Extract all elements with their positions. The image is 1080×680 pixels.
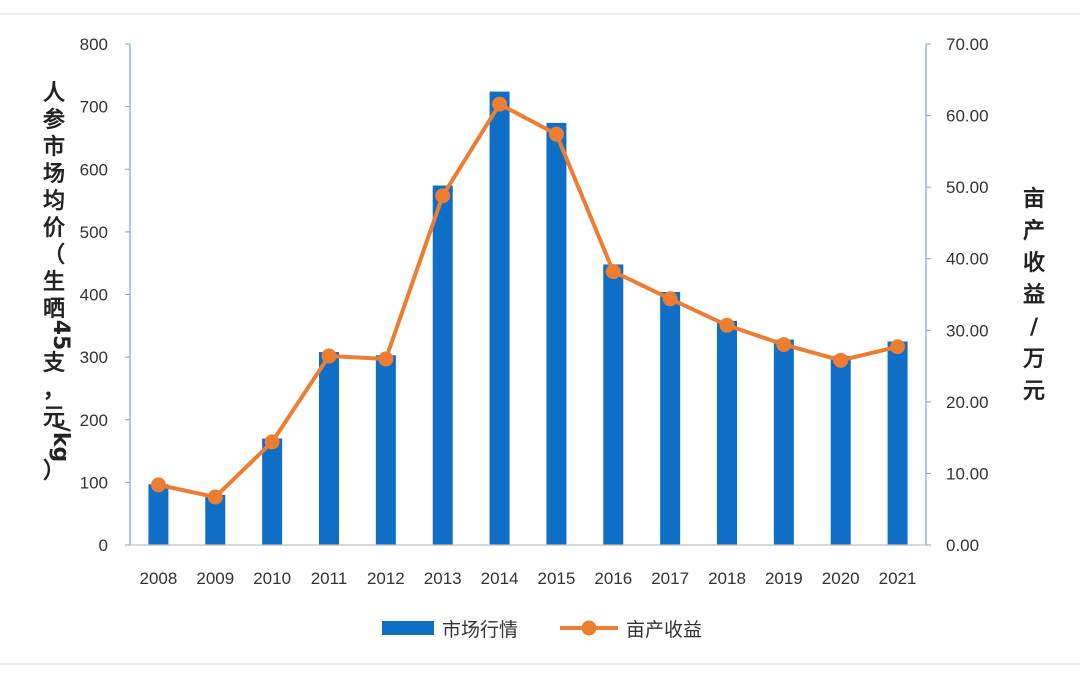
right-axis-title-char: 万: [1022, 347, 1045, 372]
x-tick-label-2014: 2014: [481, 569, 519, 588]
x-tick-label-2013: 2013: [424, 569, 462, 588]
x-tick-label-2015: 2015: [538, 569, 576, 588]
left-axis-title-char: 晒: [43, 297, 65, 322]
line-point-2012: [378, 351, 394, 367]
bar-2013: [432, 185, 453, 545]
left-axis-title-char: 价: [43, 216, 66, 241]
right-axis-title-char: 益: [1023, 282, 1045, 308]
left-axis-title-char: ）: [43, 459, 65, 484]
right-axis-title-char: 亩: [1023, 186, 1045, 212]
bar-2018: [717, 320, 737, 545]
line-point-2018: [719, 317, 735, 333]
bar-2016: [603, 264, 624, 545]
bar-2017: [660, 291, 681, 545]
left-axis-title-char: 45: [48, 320, 73, 351]
left-axis-title-char: （: [43, 243, 65, 268]
bar-2021: [887, 341, 908, 545]
bar-2009: [205, 494, 226, 545]
left-tick-label: 0: [99, 536, 108, 555]
line-point-2013: [435, 188, 451, 204]
bar-2008: [148, 484, 169, 545]
line-path: [156, 102, 900, 500]
right-tick-label: 70.00: [946, 35, 989, 54]
legend-bar-swatch: [382, 621, 434, 635]
line-point-2014: [492, 96, 508, 112]
left-tick-label: 200: [80, 411, 108, 430]
bar-2019: [773, 339, 794, 545]
right-axis-title-char: 元: [1023, 379, 1045, 404]
x-tick-label-2010: 2010: [253, 569, 291, 588]
bar-2015: [546, 122, 567, 545]
x-tick-label-2017: 2017: [651, 569, 689, 588]
left-tick-label: 400: [80, 286, 108, 305]
left-axis-title-char: 生: [43, 270, 65, 295]
bar-2011: [319, 352, 339, 545]
line-point-2011: [321, 348, 337, 364]
left-y-axis-ticks: 0 100 200 300 400 500 600 700 800: [80, 35, 130, 555]
x-axis-labels: 2008 2009 2010 2011 2012 2013 2014 2015 2016 2017…: [140, 569, 917, 588]
left-axis-title-char: ，: [43, 378, 65, 403]
left-axis-title-char: 市: [43, 134, 65, 160]
left-axis-title-char: 参: [43, 107, 65, 133]
left-tick-label: 100: [80, 473, 108, 492]
legend-line-marker: [581, 620, 597, 636]
right-y-axis-ticks: 0.00 10.00 20.00 30.00 40.00 50.00 60.00 70.00: [926, 35, 989, 555]
x-tick-label-2018: 2018: [708, 569, 746, 588]
left-axis-title-char: 支: [43, 351, 66, 376]
right-tick-label: 30.00: [946, 321, 989, 340]
right-tick-label: 0.00: [946, 536, 979, 555]
right-tick-label: 10.00: [946, 464, 989, 483]
legend: 市场行情 亩产收益: [382, 619, 702, 641]
x-tick-label-2009: 2009: [196, 569, 234, 588]
legend-bar-label: 市场行情: [442, 619, 518, 641]
right-tick-label: 40.00: [946, 250, 989, 269]
left-tick-label: 500: [80, 223, 108, 242]
right-axis-title-char: /: [1030, 315, 1039, 340]
left-axis-title-char: 场: [43, 162, 65, 187]
left-axis-title-char: 人: [43, 81, 65, 106]
left-tick-label: 600: [80, 160, 108, 179]
right-tick-label: 20.00: [946, 393, 989, 412]
bar-2014: [489, 91, 510, 545]
left-tick-label: 800: [80, 35, 108, 54]
left-tick-label: 700: [80, 98, 108, 117]
line-point-2010: [264, 434, 280, 450]
right-axis-title-char: 产: [1023, 219, 1045, 244]
line-point-2020: [833, 352, 849, 368]
x-tick-label-2011: 2011: [311, 569, 348, 588]
axes: [129, 44, 927, 546]
right-axis-title-char: 收: [1023, 250, 1045, 276]
x-tick-label-2021: 2021: [879, 569, 917, 588]
bar-2010: [262, 438, 283, 545]
x-tick-label-2012: 2012: [367, 569, 405, 588]
right-tick-label: 50.00: [946, 178, 989, 197]
right-axis-title: 亩产收益 / 万元: [1022, 186, 1045, 404]
x-tick-label-2016: 2016: [594, 569, 632, 588]
bar-2020: [830, 355, 851, 545]
line-point-2009: [207, 489, 223, 505]
line-point-2017: [662, 291, 678, 307]
left-axis-title-char: 元: [43, 405, 65, 430]
left-axis-title-char: /kg: [48, 424, 73, 462]
bar-2012: [375, 355, 396, 545]
legend-line-label: 亩产收益: [626, 619, 702, 641]
bar-series: [148, 91, 908, 545]
line-point-2021: [890, 339, 906, 355]
line-series: [150, 96, 906, 505]
right-tick-label: 60.00: [946, 107, 989, 126]
left-axis-title-char: 均: [43, 188, 65, 214]
line-point-2016: [605, 264, 621, 280]
line-point-2008: [150, 477, 166, 493]
x-tick-label-2008: 2008: [140, 569, 178, 588]
line-point-2019: [776, 337, 792, 353]
x-tick-label-2019: 2019: [765, 569, 803, 588]
line-point-2015: [548, 126, 564, 142]
left-tick-label: 300: [80, 348, 108, 367]
x-tick-label-2020: 2020: [822, 569, 860, 588]
